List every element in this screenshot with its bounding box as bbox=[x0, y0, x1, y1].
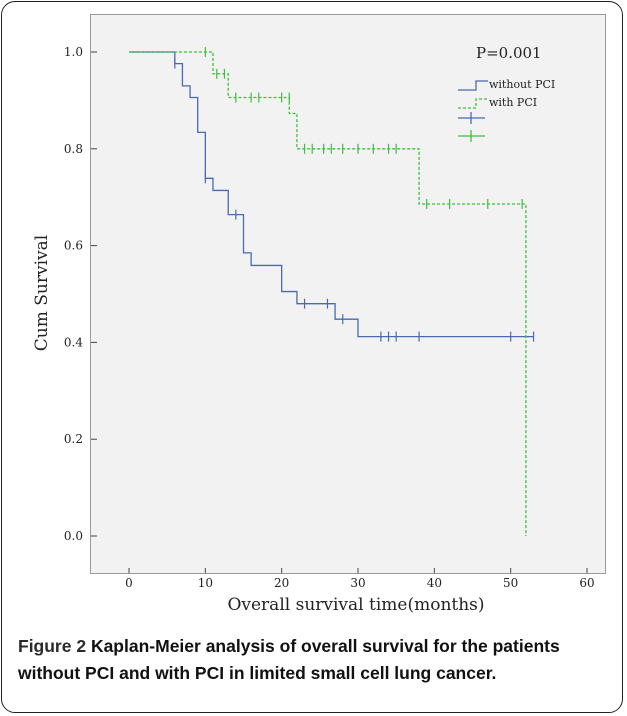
x-tick-label: 10 bbox=[198, 576, 213, 590]
legend-label-without-pci: without PCI bbox=[489, 78, 555, 91]
plot-area bbox=[90, 14, 606, 574]
x-tick-label: 60 bbox=[579, 576, 594, 590]
y-axis: 0.0 0.2 0.4 0.6 0.8 1.0 bbox=[64, 45, 97, 543]
y-tick-label: 1.0 bbox=[64, 45, 83, 59]
legend-swatch-without-pci bbox=[458, 80, 488, 91]
caption-text: Kaplan-Meier analysis of overall surviva… bbox=[18, 636, 560, 683]
x-tick-label: 20 bbox=[274, 576, 289, 590]
series-lines bbox=[129, 47, 535, 536]
y-tick-label: 0.0 bbox=[64, 529, 83, 543]
y-tick-label: 0.6 bbox=[64, 239, 83, 253]
x-axis-label: Overall survival time(months) bbox=[227, 595, 484, 615]
figure-caption: Figure 2 Kaplan-Meier analysis of overal… bbox=[18, 633, 608, 687]
x-tick-label: 50 bbox=[503, 576, 518, 590]
p-value-annotation: P=0.001 bbox=[476, 44, 542, 62]
figure-label: Figure 2 bbox=[18, 636, 87, 656]
legend-label-with-pci: with PCI bbox=[489, 96, 537, 109]
series-line-with-pci bbox=[129, 51, 527, 536]
x-axis: 0 10 20 30 40 50 60 bbox=[125, 568, 595, 590]
x-tick-label: 0 bbox=[125, 576, 133, 590]
y-axis-label: Cum Survival bbox=[32, 235, 52, 351]
legend: without PCI with PCI bbox=[458, 78, 555, 142]
y-tick-label: 0.8 bbox=[64, 142, 83, 156]
series-line-without-pci bbox=[129, 51, 534, 338]
x-tick-label: 30 bbox=[350, 576, 365, 590]
km-chart: 0.0 0.2 0.4 0.6 0.8 1.0 0 10 20 30 40 50 60 without… bbox=[32, 44, 595, 615]
legend-swatch-with-pci bbox=[458, 98, 488, 109]
y-tick-label: 0.4 bbox=[64, 335, 83, 349]
y-tick-label: 0.2 bbox=[64, 432, 83, 446]
x-tick-label: 40 bbox=[427, 576, 442, 590]
